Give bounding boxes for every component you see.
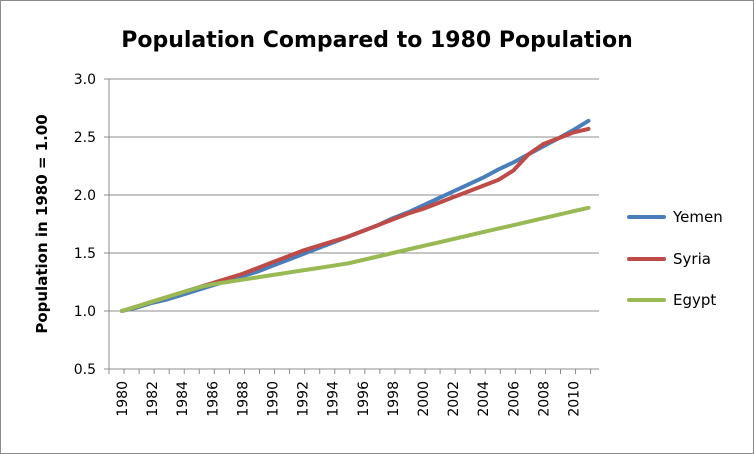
x-tick-label: 2000: [416, 381, 432, 417]
plot-series: [120, 118, 591, 313]
gridlines: [104, 78, 599, 370]
y-tick-label: 2.0: [74, 188, 96, 204]
y-tick-labels: 0.5 1.0 1.5 2.0 2.5 3.0: [74, 72, 96, 378]
legend-label-egypt: Egypt: [673, 291, 716, 309]
y-axis-label: Population in 1980 = 1.00: [33, 114, 51, 333]
series-line-yemen: [120, 118, 591, 313]
x-tick-label: 2002: [446, 381, 462, 417]
x-tick-label: 1982: [145, 381, 161, 417]
y-tick-label: 1.0: [74, 304, 96, 320]
y-tick-label: 3.0: [74, 72, 96, 88]
x-tick-label: 1998: [386, 381, 402, 417]
legend-label-syria: Syria: [673, 250, 711, 268]
x-tick-label: 2010: [567, 381, 583, 417]
series-line-syria: [120, 126, 591, 313]
x-tick-label: 2006: [506, 381, 522, 417]
x-tick-labels: 1980 1982 1984 1986 1988 1990 1992 1994 1996 1998…: [115, 381, 583, 417]
series-line-egypt: [120, 205, 591, 313]
axes: [108, 79, 599, 374]
x-tick-label: 1984: [175, 381, 191, 417]
x-tick-label: 1980: [115, 381, 131, 417]
y-tick-label: 2.5: [74, 130, 96, 146]
x-tick-label: 1992: [296, 381, 312, 417]
legend-label-yemen: Yemen: [672, 208, 723, 226]
y-tick-label: 0.5: [74, 362, 96, 378]
x-tick-label: 1988: [235, 381, 251, 417]
x-tick-label: 1994: [326, 381, 342, 417]
legend: Yemen Syria Egypt: [627, 208, 723, 309]
x-tick-label: 1990: [266, 381, 282, 417]
chart-title: Population Compared to 1980 Population: [121, 28, 633, 53]
x-tick-label: 1996: [356, 381, 372, 417]
x-tick-label: 2004: [476, 381, 492, 417]
x-tick-label: 2008: [536, 381, 552, 417]
x-tick-label: 1986: [205, 381, 221, 417]
y-tick-label: 1.5: [74, 246, 96, 262]
